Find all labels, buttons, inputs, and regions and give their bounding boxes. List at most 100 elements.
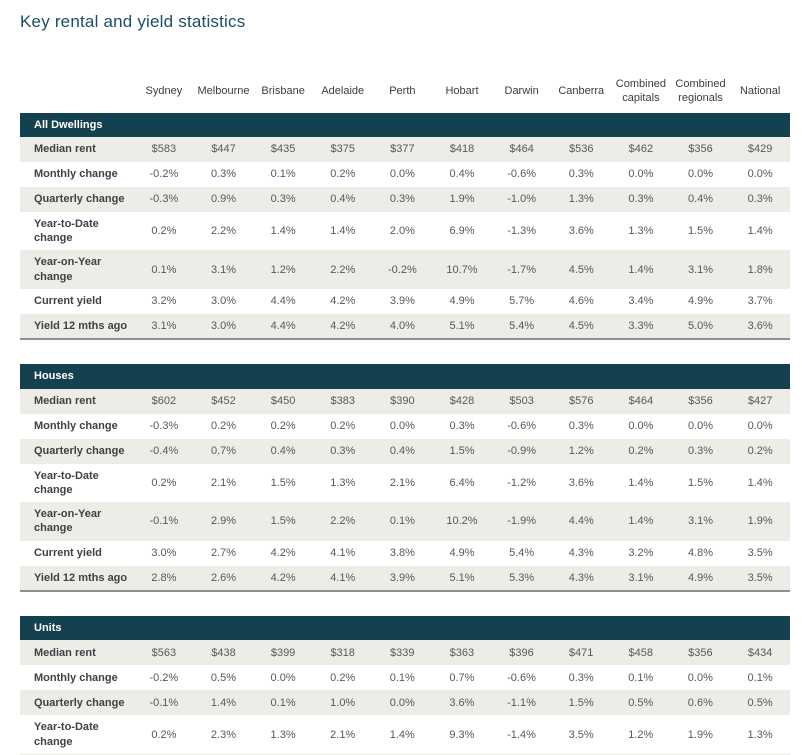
table-cell: 4.9% <box>449 295 475 308</box>
table-cell: 3.6% <box>568 224 594 237</box>
table-cell: 4.1% <box>330 571 356 584</box>
table-cell: 4.2% <box>270 571 296 584</box>
table-cell: 3.4% <box>628 295 654 308</box>
table-cell: 4.3% <box>568 571 594 584</box>
table-cell: 2.9% <box>210 515 237 528</box>
table-cell: 0.2% <box>628 444 654 457</box>
table-cell: 4.0% <box>389 319 415 332</box>
table-cell: 0.1% <box>628 671 654 684</box>
table-cell: 2.1% <box>210 476 237 489</box>
table-cell: 3.5% <box>568 728 594 741</box>
table-row: Year-on-Year change 0.1% 3.1% 1.2% 2.2% -0.2%… <box>20 250 790 289</box>
table-cell: -0.3% <box>149 193 179 206</box>
table-cell: 0.0% <box>270 671 296 684</box>
table-cell: $450 <box>270 394 296 407</box>
table-cell: 3.1% <box>210 263 237 276</box>
table-cell: 1.3% <box>747 728 773 741</box>
table-cell: 1.2% <box>270 263 296 276</box>
table-cell: $318 <box>330 646 355 659</box>
table-cell: 3.1% <box>687 263 714 276</box>
table-cell: -0.4% <box>149 444 179 457</box>
stats-table-section: Sydney Melbourne Brisbane Adelaide Perth Hoba… <box>20 74 790 341</box>
section-header-row: Units <box>20 616 790 641</box>
table-cell: 6.9% <box>449 224 475 237</box>
table-cell: 0.2% <box>330 671 356 684</box>
table-cell: $447 <box>211 143 236 156</box>
table-cell: 0.2% <box>151 476 177 489</box>
table-cell: 0.0% <box>687 419 714 432</box>
table-cell: -1.4% <box>507 728 536 741</box>
table-cell: 0.3% <box>330 444 356 457</box>
table-row: Median rent $563 $438 $399 $318 $339 $363 $396 $… <box>20 640 790 666</box>
table-cell: $339 <box>390 646 415 659</box>
column-header: Perth <box>389 84 416 97</box>
row-label: Monthly change <box>34 168 118 181</box>
table-cell: $602 <box>151 394 177 407</box>
table-cell: 1.4% <box>628 515 654 528</box>
table-cell: 2.7% <box>210 547 237 560</box>
table-cell: 1.4% <box>747 476 773 489</box>
table-cell: 0.4% <box>270 444 296 457</box>
table-cell: -1.9% <box>507 515 536 528</box>
table-cell: $435 <box>270 143 296 156</box>
table-cell: $418 <box>449 143 475 156</box>
table-cell: $390 <box>390 394 415 407</box>
table-cell: 0.3% <box>270 193 296 206</box>
table-cell: 3.0% <box>210 319 237 332</box>
table-row: Quarterly change -0.1% 1.4% 0.1% 1.0% 0.0% 3.6… <box>20 690 790 716</box>
row-label: Year-to-Date change <box>34 721 99 748</box>
section-title: Houses <box>20 364 790 389</box>
table-cell: 4.2% <box>330 319 356 332</box>
table-cell: $375 <box>330 143 355 156</box>
table-cell: $576 <box>569 394 594 407</box>
table-cell: $536 <box>569 143 594 156</box>
page-title: Key rental and yield statistics <box>20 12 246 31</box>
table-cell: 10.7% <box>446 263 478 276</box>
column-header: Combined regionals <box>675 78 726 104</box>
table-cell: 1.8% <box>747 263 773 276</box>
table-cell: -0.2% <box>388 263 417 276</box>
table-cell: 2.1% <box>330 728 356 741</box>
table-cell: 0.9% <box>210 193 237 206</box>
table-cell: 4.9% <box>687 295 714 308</box>
table-cell: 4.1% <box>330 547 356 560</box>
table-cell: 4.3% <box>568 547 594 560</box>
column-header: Combined capitals <box>615 78 666 104</box>
table-row: Monthly change -0.2% 0.3% 0.1% 0.2% 0.0% 0.4% -… <box>20 161 790 187</box>
table-cell: 0.3% <box>747 193 773 206</box>
table-cell: 0.0% <box>747 168 773 181</box>
column-header: Adelaide <box>321 84 365 97</box>
row-label: Current yield <box>34 547 102 560</box>
table-cell: $462 <box>628 143 654 156</box>
table-cell: 3.6% <box>747 319 773 332</box>
rental-yield-statistics-tables: Sydney Melbourne Brisbane Adelaide Perth Hoba… <box>20 74 790 755</box>
table-cell: 1.4% <box>270 224 296 237</box>
table-row: Current yield 3.0% 2.7% 4.2% 4.1% 3.8% 4.9% 5.4… <box>20 540 790 566</box>
table-cell: 10.2% <box>446 515 478 528</box>
table-cell: $458 <box>628 646 653 659</box>
table-cell: $583 <box>151 143 177 156</box>
table-row: Current yield 3.2% 3.0% 4.4% 4.2% 3.9% 4.9% 5.7… <box>20 288 790 314</box>
table-cell: $396 <box>509 646 534 659</box>
table-cell: $429 <box>747 143 773 156</box>
row-label: Year-to-Date change <box>34 469 99 496</box>
table-cell: 3.1% <box>628 571 654 584</box>
stats-table-section: Houses Median rent $602 $452 $450 $383 $390 $42… <box>20 364 790 593</box>
table-cell: 0.0% <box>628 168 654 181</box>
table-cell: 0.2% <box>747 444 773 457</box>
column-header: National <box>739 84 781 97</box>
table-cell: 0.0% <box>687 671 713 684</box>
table-cell: 0.4% <box>687 193 714 206</box>
table-cell: 3.9% <box>389 295 415 308</box>
section-title: All Dwellings <box>20 112 790 137</box>
table-cell: $503 <box>509 394 534 407</box>
table-cell: 0.3% <box>389 193 415 206</box>
table-cell: 0.1% <box>270 696 296 709</box>
table-cell: -0.1% <box>149 515 179 528</box>
table-cell: 2.3% <box>210 728 236 741</box>
table-cell: 4.4% <box>568 515 594 528</box>
table-cell: $377 <box>390 143 415 156</box>
table-cell: 4.5% <box>568 263 594 276</box>
table-cell: 1.9% <box>687 728 713 741</box>
table-cell: -0.6% <box>507 671 536 684</box>
